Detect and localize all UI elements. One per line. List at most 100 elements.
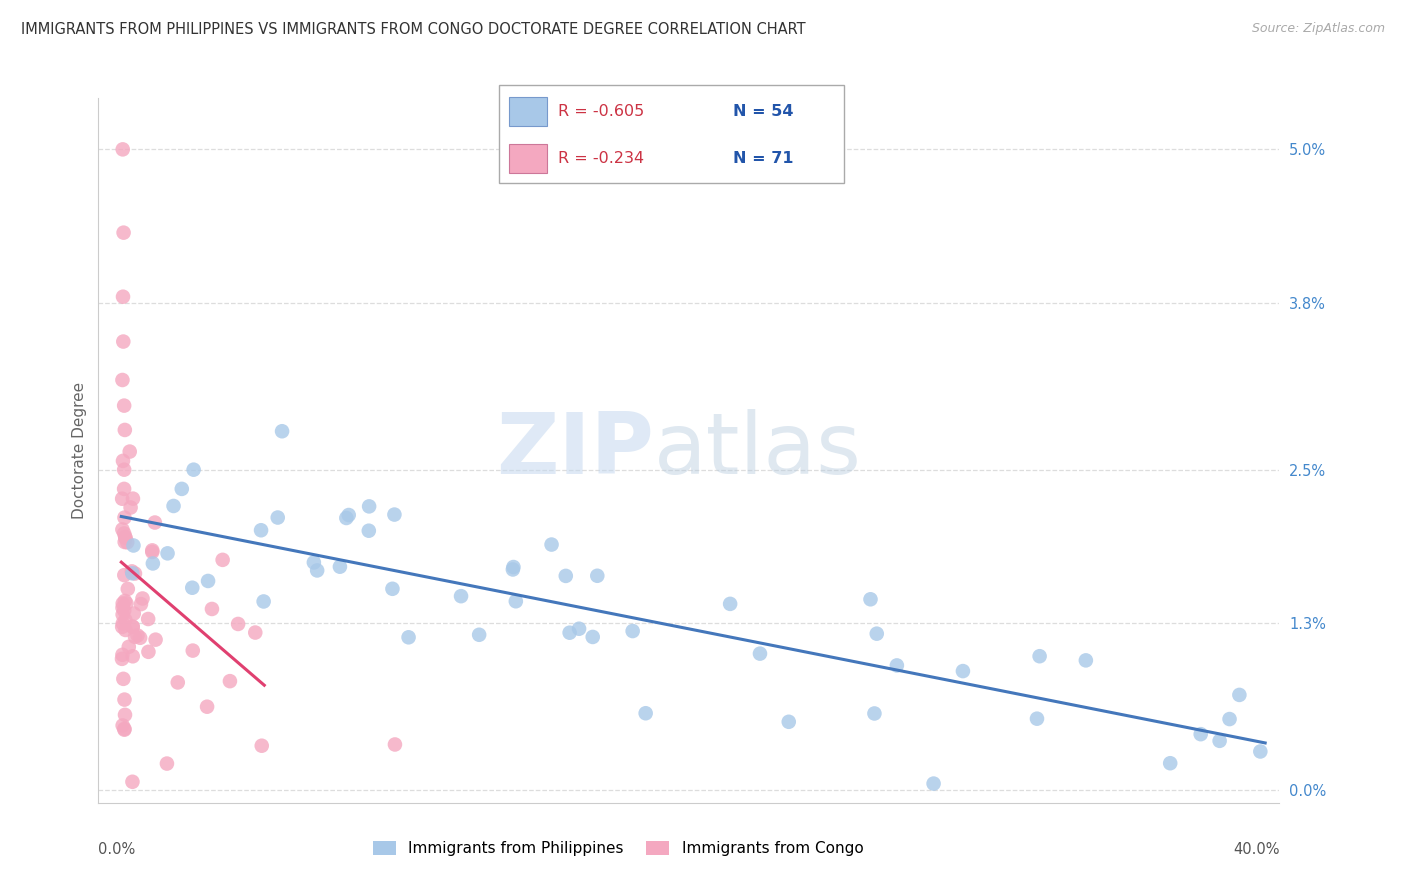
Point [118, 640, 141, 654]
Point [156, 546, 179, 560]
Point [586, 568, 609, 582]
Point [111, 616, 134, 631]
Point [121, 649, 143, 664]
Point [1028, 649, 1050, 664]
Point [307, 564, 329, 578]
Point [114, 692, 136, 706]
Point [502, 560, 524, 574]
Point [111, 620, 134, 634]
Point [1026, 712, 1049, 726]
Text: IMMIGRANTS FROM PHILIPPINES VS IMMIGRANTS FROM CONGO DOCTORATE DEGREE CORRELATIO: IMMIGRANTS FROM PHILIPPINES VS IMMIGRANT… [21, 22, 806, 37]
Point [111, 454, 134, 468]
Point [121, 774, 143, 789]
Point [337, 508, 360, 522]
Point [131, 591, 153, 606]
Point [922, 776, 945, 790]
Point [1249, 744, 1271, 758]
Point [1229, 688, 1251, 702]
Point [114, 423, 136, 437]
Point [114, 623, 136, 637]
FancyBboxPatch shape [499, 85, 844, 183]
Point [1219, 712, 1241, 726]
Point [250, 523, 273, 537]
Point [329, 559, 352, 574]
Point [505, 594, 527, 608]
Point [211, 553, 233, 567]
Point [114, 510, 136, 524]
Point [141, 543, 163, 558]
Point [121, 620, 143, 634]
Point [718, 597, 741, 611]
Point [111, 648, 134, 662]
Point [863, 706, 886, 721]
Text: R = -0.234: R = -0.234 [558, 151, 644, 166]
Point [112, 604, 135, 618]
Point [136, 612, 159, 626]
Text: 0.0%: 0.0% [98, 841, 135, 856]
Point [634, 706, 657, 721]
Point [112, 526, 135, 541]
Point [1189, 727, 1212, 741]
Text: atlas: atlas [654, 409, 862, 492]
Point [114, 535, 136, 549]
Bar [509, 144, 547, 173]
Point [162, 499, 184, 513]
Point [142, 557, 165, 571]
Point [115, 596, 138, 610]
Point [197, 574, 219, 588]
Point [111, 290, 134, 304]
Point [121, 565, 143, 579]
Point [582, 630, 605, 644]
Point [568, 622, 591, 636]
Point [114, 707, 136, 722]
Point [1159, 756, 1181, 771]
Point [156, 756, 179, 771]
Point [127, 628, 149, 642]
Point [621, 624, 644, 638]
Point [468, 628, 491, 642]
Bar [509, 96, 547, 126]
Legend: Immigrants from Philippines, Immigrants from Congo: Immigrants from Philippines, Immigrants … [367, 835, 869, 862]
Point [112, 672, 135, 686]
Point [170, 482, 193, 496]
Point [384, 738, 406, 752]
Point [778, 714, 800, 729]
Point [1074, 653, 1097, 667]
Point [749, 647, 772, 661]
Point [129, 631, 152, 645]
Point [195, 699, 218, 714]
Point [226, 617, 249, 632]
Y-axis label: Doctorate Degree: Doctorate Degree [72, 382, 87, 519]
Point [111, 652, 134, 666]
Point [114, 613, 136, 627]
Point [129, 597, 152, 611]
Point [114, 531, 136, 545]
Point [111, 597, 134, 611]
Point [112, 482, 135, 496]
Point [302, 556, 325, 570]
Point [219, 674, 242, 689]
Point [952, 664, 974, 678]
Point [201, 602, 224, 616]
Point [111, 373, 134, 387]
Point [381, 582, 404, 596]
Point [183, 463, 205, 477]
Point [267, 510, 290, 524]
Point [450, 589, 472, 603]
Point [866, 626, 889, 640]
Point [122, 491, 145, 506]
Point [357, 524, 380, 538]
Point [112, 723, 135, 737]
Point [111, 491, 134, 506]
Point [181, 643, 204, 657]
Point [112, 463, 135, 477]
Point [117, 582, 139, 596]
Point [886, 658, 908, 673]
Point [384, 508, 406, 522]
Point [502, 562, 524, 576]
Point [111, 142, 134, 156]
Point [111, 607, 134, 622]
Text: R = -0.605: R = -0.605 [558, 103, 644, 119]
Point [335, 511, 357, 525]
Point [253, 594, 276, 608]
